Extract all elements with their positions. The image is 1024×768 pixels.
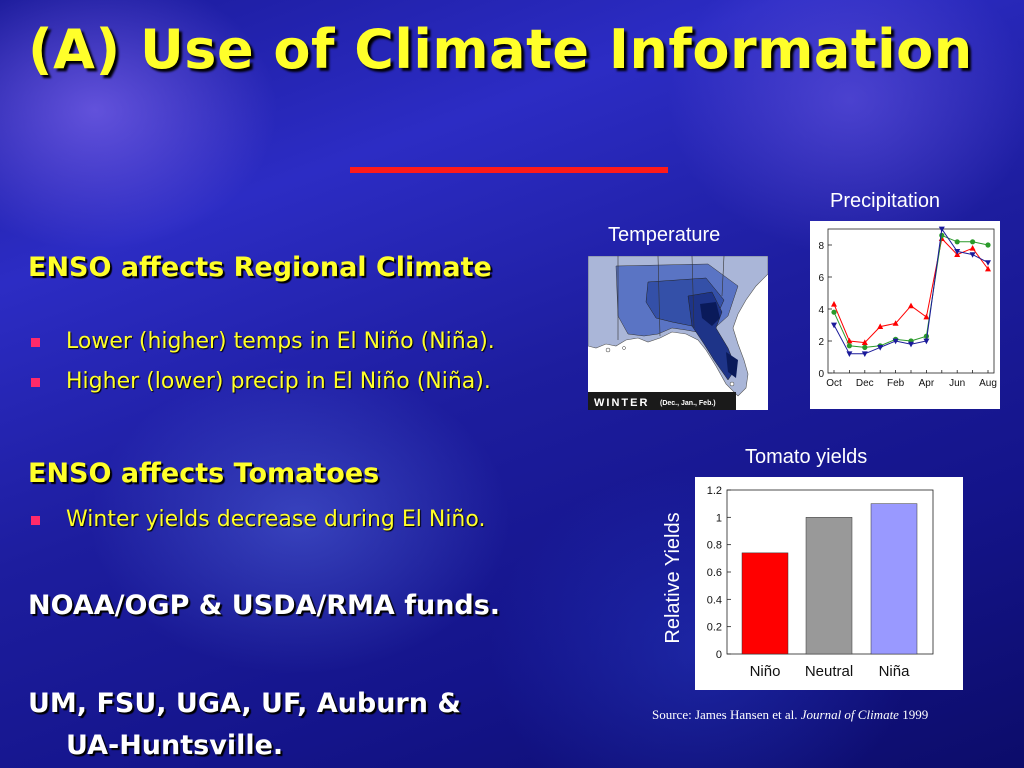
- x-tick-label: Oct: [826, 378, 842, 389]
- y-tick-label: 0: [818, 369, 824, 380]
- heading-universities-cont: UA-Huntsville.: [66, 730, 284, 761]
- x-tick-label: Dec: [856, 378, 874, 389]
- data-point: [846, 351, 853, 357]
- slide-title: (A) Use of Climate Information: [28, 18, 973, 81]
- map-label: WINTER: [594, 397, 649, 409]
- yield-axis-label: Relative Yields: [662, 512, 684, 643]
- data-point: [877, 345, 884, 351]
- source-citation: Source: James Hansen et al. Journal of C…: [652, 707, 929, 722]
- data-point: [923, 313, 930, 320]
- bullet-square-icon: [31, 378, 40, 387]
- bar: [741, 552, 789, 655]
- heading-enso-climate: ENSO affects Regional Climate: [28, 252, 492, 283]
- data-point: [831, 322, 837, 329]
- data-point: [923, 338, 930, 345]
- bullet-list-climate: Lower (higher) temps in El Niño (Niña). …: [28, 322, 495, 402]
- heading-universities: UM, FSU, UGA, UF, Auburn &: [28, 688, 461, 719]
- data-point: [985, 242, 991, 248]
- y-tick-label: 1.2: [707, 485, 722, 497]
- bullet-square-icon: [31, 516, 40, 525]
- data-point: [892, 338, 899, 345]
- data-point: [985, 265, 991, 272]
- heading-enso-tomatoes: ENSO affects Tomatoes: [28, 458, 380, 489]
- yield-axis-label-container: Relative Yields: [662, 512, 684, 643]
- y-tick-label: 4: [818, 305, 824, 316]
- y-tick-label: 0.8: [707, 540, 722, 552]
- data-point: [939, 232, 945, 238]
- data-point: [861, 351, 868, 357]
- bullet-square-icon: [31, 338, 40, 347]
- x-tick-label: Feb: [887, 378, 905, 389]
- data-point: [908, 302, 914, 309]
- bullet-item: Higher (lower) precip in El Niño (Niña).: [28, 362, 495, 402]
- series-line: [833, 234, 989, 348]
- temperature-map-panel: WINTER (Dec., Jan., Feb.): [587, 255, 769, 410]
- series-line: [833, 227, 989, 355]
- y-tick-label: 2: [818, 337, 824, 348]
- tomato-title: Tomato yields: [745, 446, 868, 468]
- title-divider: [350, 167, 668, 173]
- plot-frame: [827, 228, 995, 374]
- data-point: [831, 309, 837, 315]
- bar: [805, 517, 853, 655]
- y-tick-label: 0.2: [707, 622, 722, 634]
- data-point: [831, 301, 837, 307]
- x-tick-label: Niño: [750, 663, 781, 680]
- data-point: [938, 226, 945, 233]
- x-tick-label: Niña: [879, 663, 911, 680]
- temperature-title: Temperature: [608, 224, 721, 246]
- data-point: [846, 343, 852, 349]
- data-point: [985, 260, 991, 266]
- precipitation-panel: 0 2 4 6 8 Oct Dec Feb Apr Jun Aug: [810, 221, 1000, 409]
- y-tick-label: 0.6: [707, 567, 722, 579]
- bullet-list-tomatoes: Winter yields decrease during El Niño.: [28, 500, 485, 540]
- y-tick-label: 0.4: [707, 594, 722, 606]
- y-tick-label: 1: [716, 512, 722, 524]
- map-sublabel: (Dec., Jan., Feb.): [660, 400, 716, 407]
- data-point: [892, 320, 899, 326]
- bullet-item: Lower (higher) temps in El Niño (Niña).: [28, 322, 495, 362]
- series-line: [833, 237, 989, 344]
- bar: [870, 503, 918, 655]
- heading-funding: NOAA/OGP & USDA/RMA funds.: [28, 590, 501, 621]
- x-tick-label: Neutral: [805, 663, 853, 680]
- precipitation-chart: 0 2 4 6 8 Oct Dec Feb Apr Jun Aug: [818, 226, 997, 389]
- tomato-yield-chart: 0 0.2 0.4 0.6 0.8 1 1.2 Niño Neutral Niña: [707, 485, 934, 680]
- x-tick-label: Aug: [979, 378, 997, 389]
- x-tick-label: Apr: [919, 378, 935, 389]
- x-tick-label: Jun: [949, 378, 965, 389]
- data-point: [862, 344, 868, 350]
- data-point: [908, 341, 914, 348]
- data-point: [954, 239, 960, 245]
- y-tick-label: 0: [716, 649, 722, 661]
- temperature-map: WINTER (Dec., Jan., Feb.): [587, 255, 769, 410]
- data-point: [861, 339, 868, 345]
- data-point: [970, 239, 976, 245]
- y-tick-label: 6: [818, 273, 824, 284]
- bullet-item: Winter yields decrease during El Niño.: [28, 500, 485, 540]
- data-point: [954, 249, 961, 255]
- precipitation-title: Precipitation: [830, 190, 941, 212]
- y-tick-label: 8: [818, 241, 824, 252]
- data-point: [969, 245, 976, 251]
- data-point: [877, 323, 884, 329]
- tomato-panel: 0 0.2 0.4 0.6 0.8 1 1.2 Niño Neutral Niña: [695, 477, 963, 690]
- data-point: [969, 252, 976, 258]
